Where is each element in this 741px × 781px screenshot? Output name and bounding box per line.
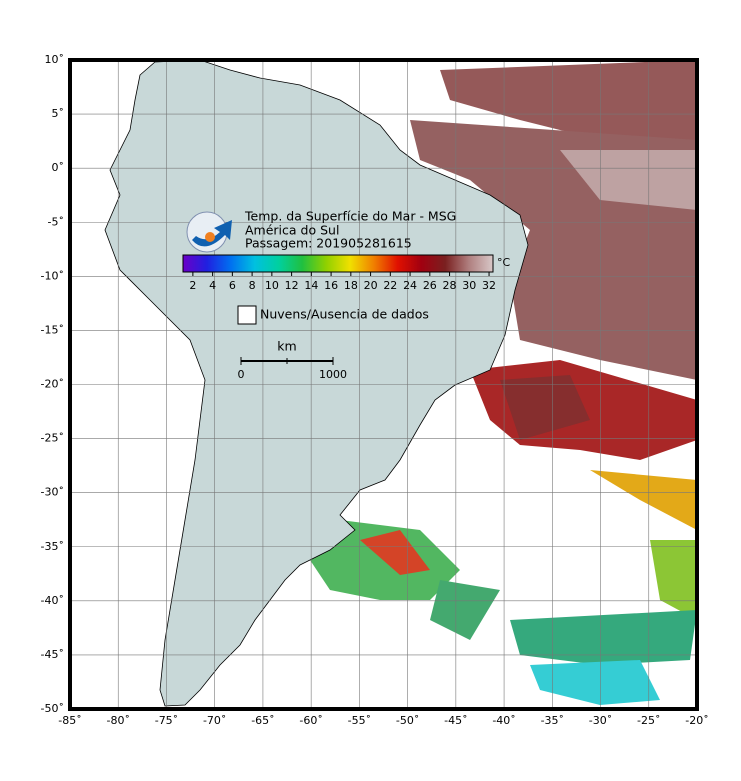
x-tick-label: -60˚	[299, 714, 322, 727]
colorbar-tick-label: 12	[285, 279, 299, 292]
colorbar-tick-label: 16	[324, 279, 338, 292]
colorbar-tick-label: 2	[189, 279, 196, 292]
x-tick-label: -75˚	[155, 714, 178, 727]
colorbar-tick-label: 8	[249, 279, 256, 292]
x-tick-label: -65˚	[251, 714, 274, 727]
pass: Passagem: 201905281615	[245, 236, 412, 251]
scale-unit: km	[277, 339, 296, 354]
y-tick-label: 10˚	[45, 53, 65, 66]
x-tick-label: -70˚	[203, 714, 226, 727]
x-tick-label: -40˚	[492, 714, 515, 727]
x-tick-label: -85˚	[58, 714, 81, 727]
y-tick-label: -30˚	[41, 486, 64, 499]
colorbar-tick-label: 4	[209, 279, 216, 292]
x-tick-label: -80˚	[106, 714, 129, 727]
colorbar-tick-label: 26	[423, 279, 437, 292]
colorbar-tick-label: 24	[403, 279, 417, 292]
colorbar-tick-label: 14	[304, 279, 318, 292]
colorbar-tick-label: 32	[482, 279, 496, 292]
colorbar-tick-label: 30	[462, 279, 476, 292]
colorbar-tick-label: 18	[344, 279, 358, 292]
x-tick-label: -35˚	[541, 714, 564, 727]
colorbar-tick-label: 28	[443, 279, 457, 292]
y-tick-label: 5˚	[52, 107, 65, 120]
sst-patches	[310, 60, 697, 705]
colorbar-ramp	[182, 254, 494, 273]
y-tick-label: -35˚	[41, 540, 64, 553]
legend-label: Nuvens/Ausencia de dados	[260, 307, 429, 322]
colorbar-tick-label: 10	[265, 279, 279, 292]
x-tick-label: -55˚	[348, 714, 371, 727]
region: América do Sul	[245, 223, 339, 238]
scale-bar	[240, 357, 334, 365]
y-tick-label: -50˚	[41, 702, 64, 715]
legend-swatch	[237, 305, 257, 325]
colorbar-tick-label: 20	[364, 279, 378, 292]
x-tick-label: -30˚	[589, 714, 612, 727]
colorbar-unit: °C	[497, 256, 511, 269]
colorbar-tick-label: 22	[383, 279, 397, 292]
y-tick-label: -10˚	[41, 269, 64, 282]
y-tick-label: 0˚	[52, 161, 65, 174]
colorbar-tick-label: 6	[229, 279, 236, 292]
frame	[68, 58, 699, 711]
scale-end: 1000	[319, 368, 347, 381]
y-tick-label: -15˚	[41, 323, 64, 336]
x-tick-label: -45˚	[444, 714, 467, 727]
x-tick-label: -50˚	[396, 714, 419, 727]
y-tick-label: -20˚	[41, 378, 64, 391]
colorbar: 2 4 6 8 10 12 14 16 18 20 22 24 26 28 30 32	[182, 254, 496, 292]
scale-start: 0	[238, 368, 245, 381]
y-tick-label: -40˚	[41, 594, 64, 607]
logo	[186, 211, 232, 253]
title: Temp. da Superfície do Mar - MSG	[244, 209, 456, 224]
y-tick-label: -25˚	[41, 432, 64, 445]
y-tick-label: -5˚	[48, 215, 64, 228]
x-tick-label: -25˚	[637, 714, 660, 727]
y-tick-label: -45˚	[41, 648, 64, 661]
x-tick-label: -20˚	[685, 714, 708, 727]
